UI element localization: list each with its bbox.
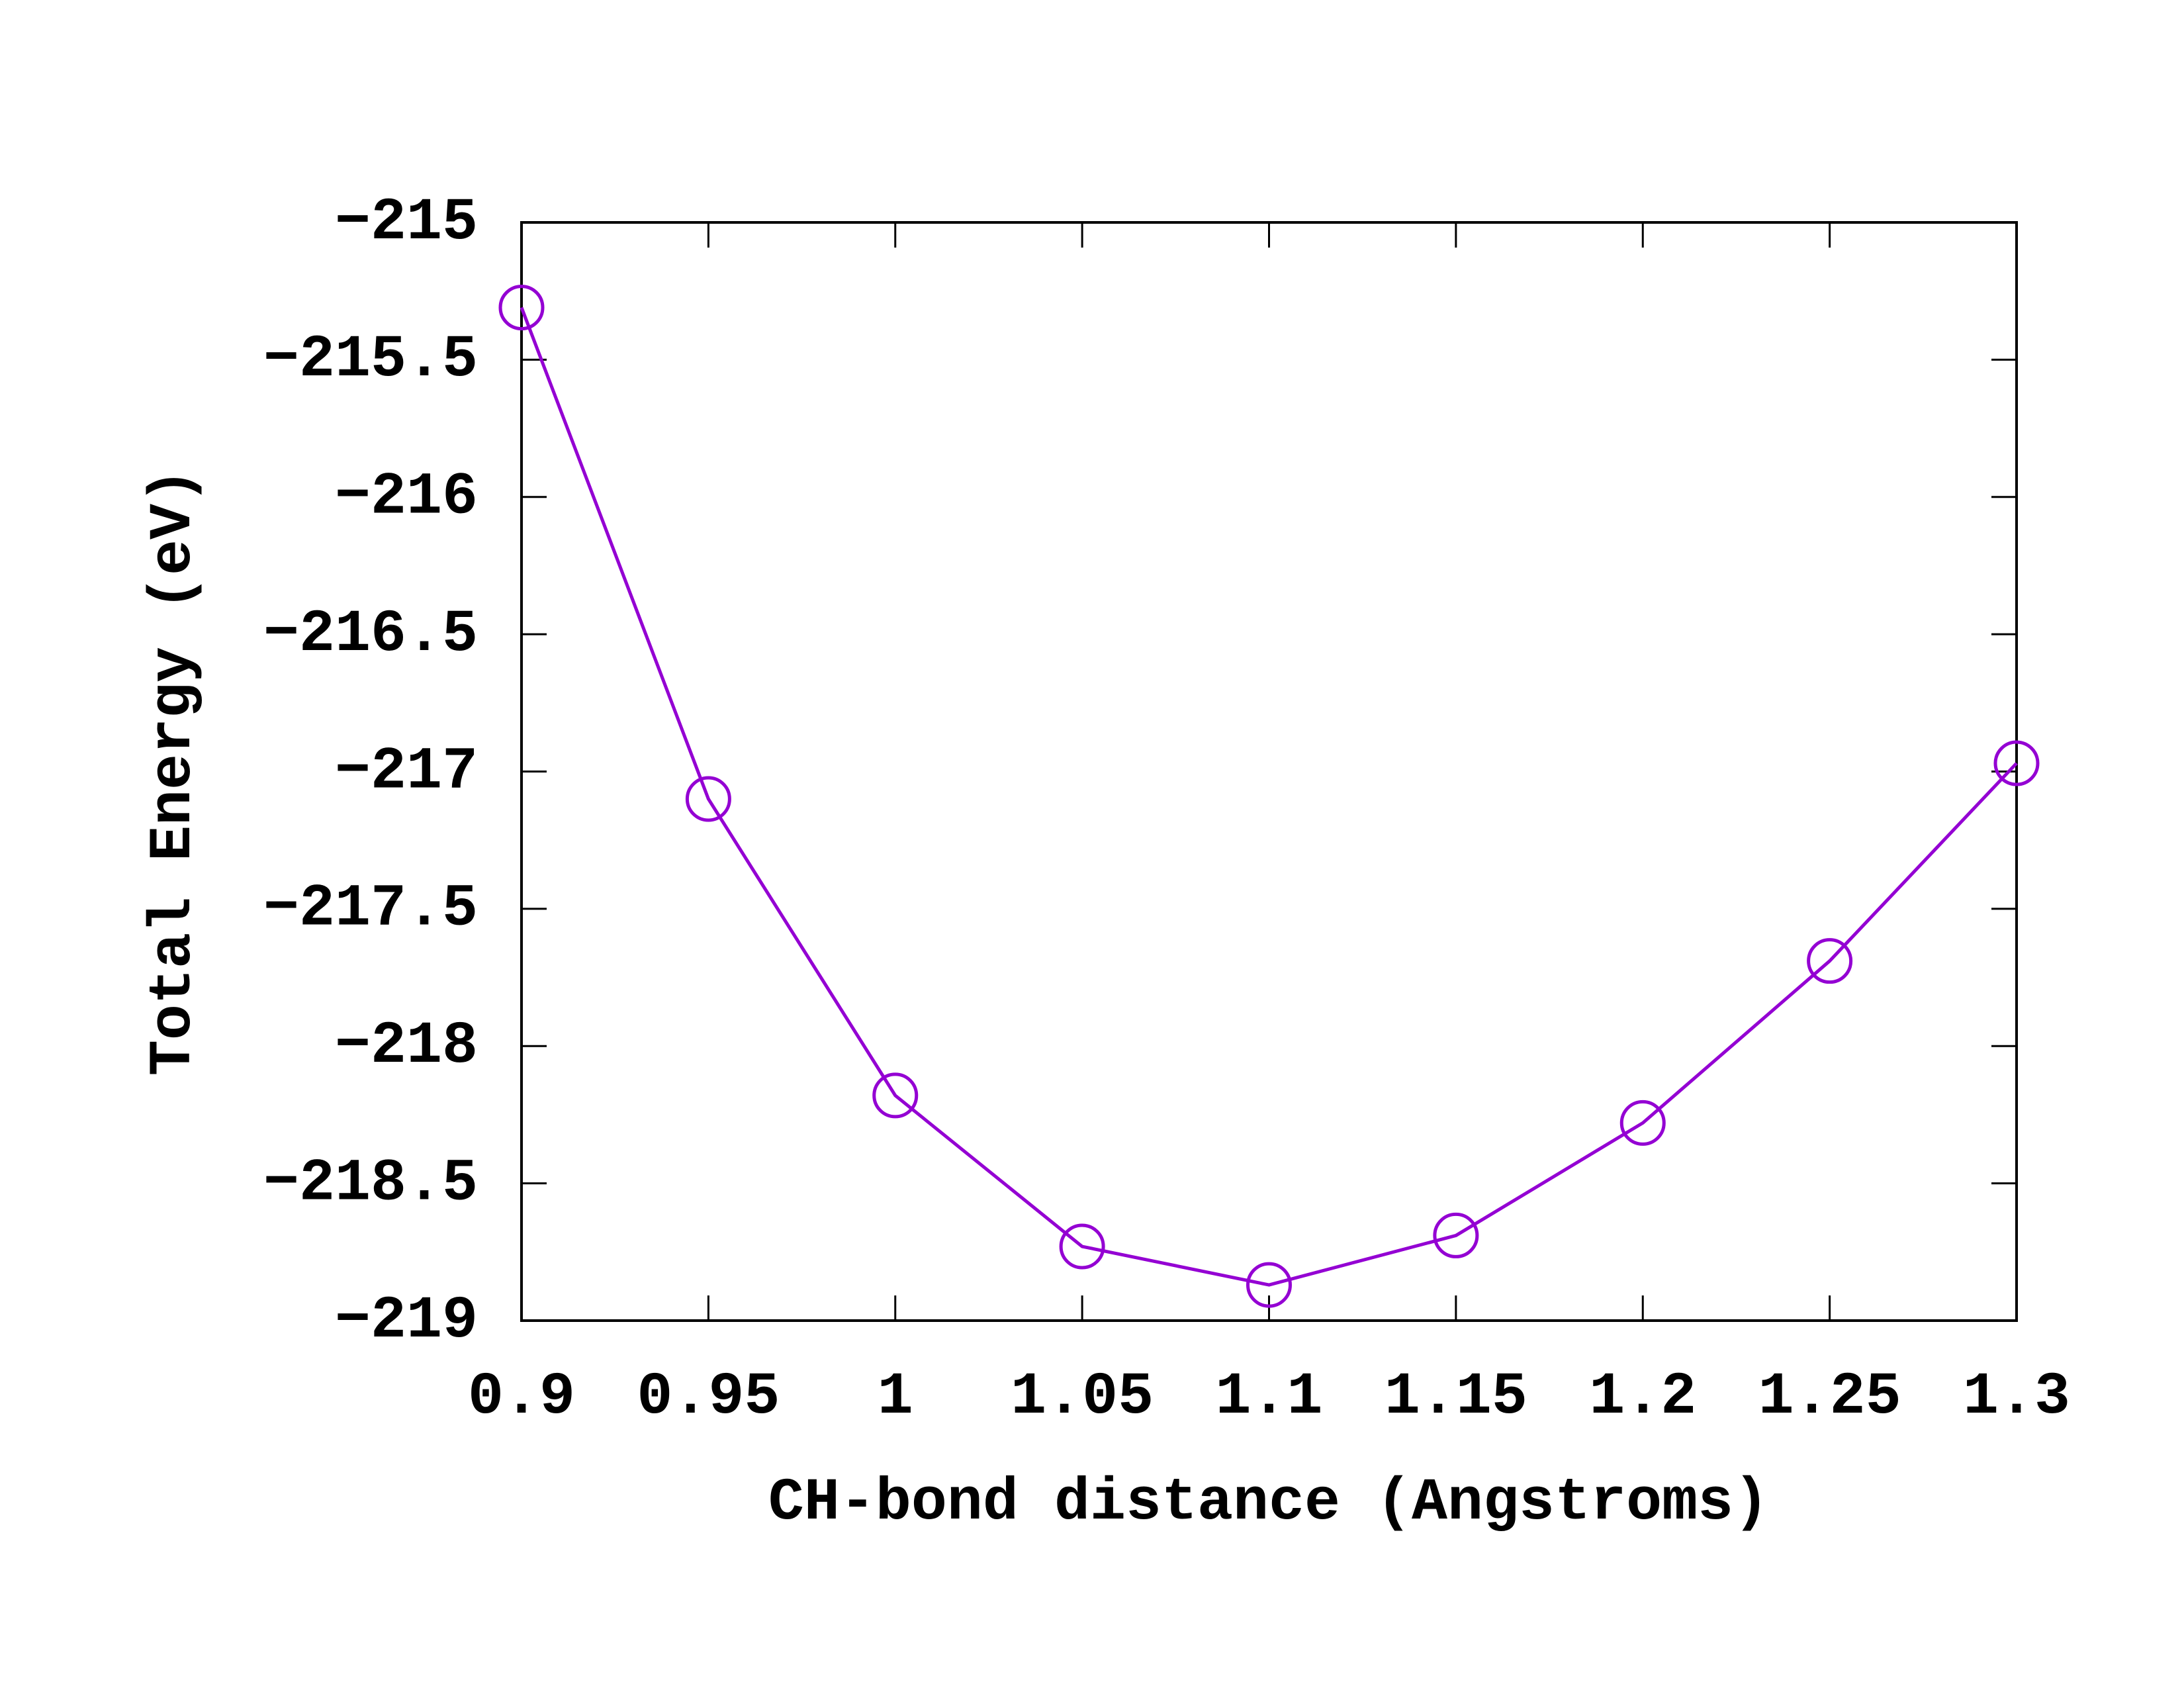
data-point: [1619, 1100, 1666, 1146]
y-tick-label: −217: [335, 738, 478, 806]
data-point: [1807, 938, 1853, 984]
x-tick-label: 1.05: [1011, 1364, 1154, 1431]
x-tick-label: 1.15: [1385, 1364, 1527, 1431]
data-point: [1059, 1223, 1105, 1270]
plot-frame: [520, 221, 2018, 1322]
data-point: [685, 776, 731, 822]
x-tick-label: 1.25: [1758, 1364, 1901, 1431]
y-tick-label: −219: [335, 1288, 478, 1355]
data-point: [872, 1072, 919, 1119]
y-tick-label: −215.5: [263, 326, 478, 394]
x-tick-label: 0.95: [637, 1364, 780, 1431]
data-point: [1433, 1212, 1479, 1258]
data-point: [498, 285, 545, 331]
y-tick-label: −216: [335, 464, 478, 532]
y-tick-label: −215: [335, 189, 478, 257]
data-point: [1246, 1262, 1292, 1308]
x-tick-label: 1.2: [1589, 1364, 1696, 1431]
y-tick-label: −216.5: [263, 601, 478, 669]
x-axis-label: CH-bond distance (Angstroms): [768, 1470, 1769, 1537]
y-tick-label: −217.5: [263, 876, 478, 943]
data-line: [520, 306, 2018, 1287]
x-tick-label: 0.9: [468, 1364, 575, 1431]
y-tick-label: −218.5: [263, 1150, 478, 1217]
x-tick-label: 1: [878, 1364, 913, 1431]
x-tick-label: 1.1: [1215, 1364, 1322, 1431]
x-tick-label: 1.3: [1963, 1364, 2070, 1431]
y-tick-label: −218: [335, 1013, 478, 1080]
y-axis-label: Total Energy (eV): [140, 468, 208, 1076]
data-point: [1993, 740, 2040, 786]
